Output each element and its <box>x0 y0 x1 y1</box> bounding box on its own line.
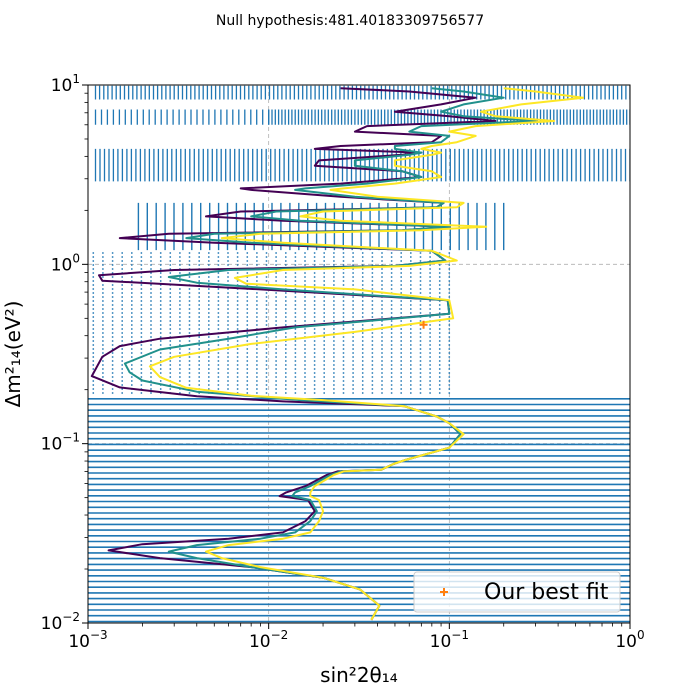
chart-title: Null hypothesis:481.40183309756577 <box>216 13 484 29</box>
legend-entry-label: Our best fit <box>484 580 609 605</box>
legend-box <box>413 571 621 613</box>
x-axis-label: sin²2θ₁₄ <box>320 663 398 687</box>
legend-marker-plus-icon <box>440 588 448 596</box>
y-axis-label: Δm²₁₄(eV²) <box>1 301 25 408</box>
tick-label: 10−1 <box>430 628 469 652</box>
scan-points <box>88 85 630 623</box>
tick-label: 100 <box>615 628 644 652</box>
tick-label: 10−2 <box>41 610 80 634</box>
tick-label: 10−2 <box>249 628 288 652</box>
tick-label: 101 <box>51 72 80 96</box>
scan-point-rows <box>88 398 630 623</box>
best-fit-point <box>419 320 428 329</box>
contour-line-2 <box>123 87 537 621</box>
contour-line-3 <box>148 87 585 621</box>
scan-point-columns <box>94 148 630 182</box>
legend-plus-glyph <box>440 588 448 596</box>
tick-label: 10−3 <box>68 628 107 652</box>
contour-lines <box>90 87 585 621</box>
tick-label: 10−1 <box>41 431 80 455</box>
scan-point-columns <box>94 85 630 100</box>
best-fit-marker <box>419 320 428 329</box>
tick-label: 100 <box>51 251 80 275</box>
legend: Our best fit <box>413 571 621 613</box>
contour-line-1 <box>90 87 497 621</box>
plot-frame <box>87 84 631 624</box>
scan-point-columns <box>94 109 270 125</box>
